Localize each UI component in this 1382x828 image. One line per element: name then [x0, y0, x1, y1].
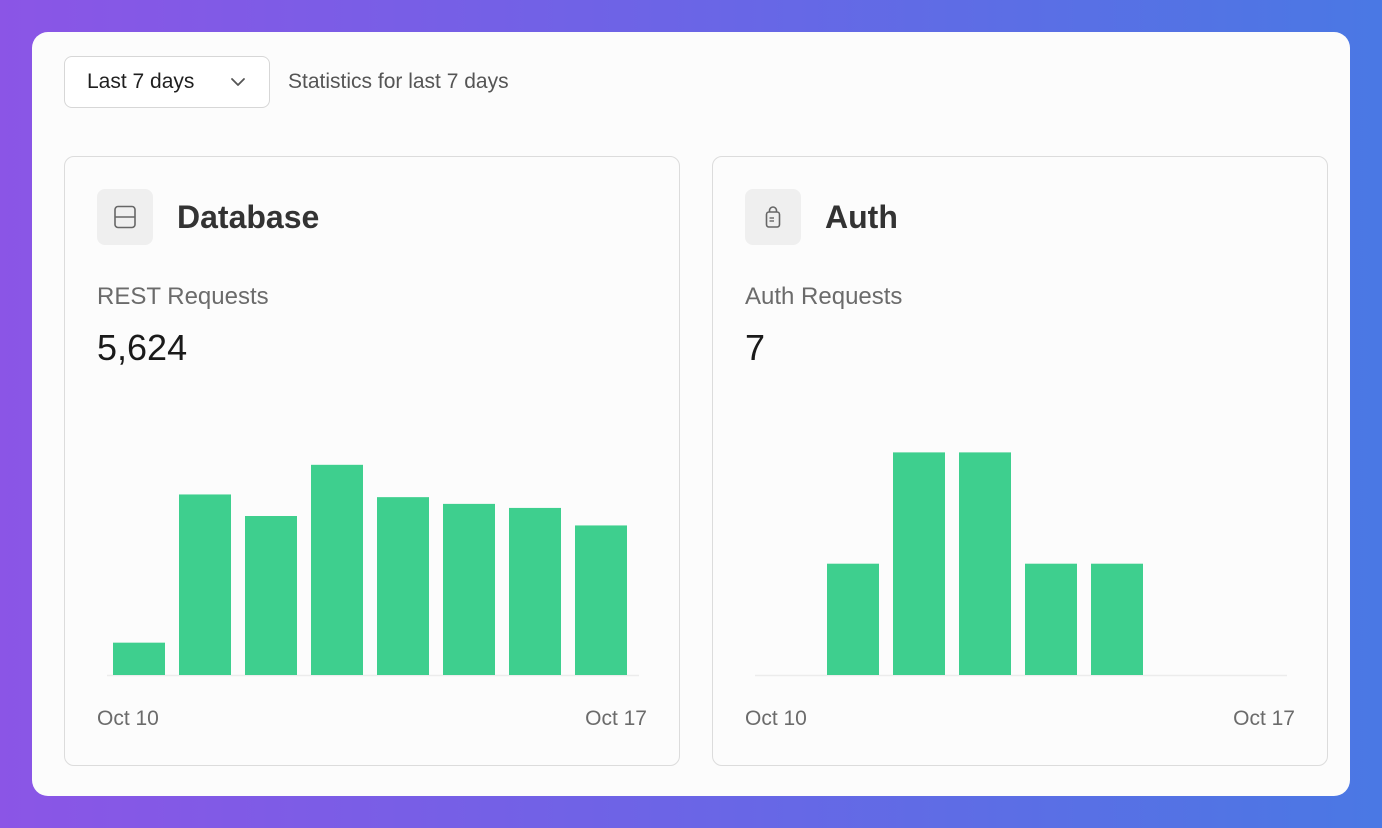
database-bar-chart: [107, 464, 639, 677]
toolbar: Last 7 days Statistics for last 7 days: [64, 56, 509, 108]
card-header: Auth: [745, 189, 898, 245]
x-axis-end-label: Oct 17: [585, 707, 647, 730]
chart-bar[interactable]: [1091, 563, 1143, 675]
metric-value: 5,624: [97, 327, 188, 368]
chart-bar[interactable]: [575, 525, 627, 675]
period-select-label: Last 7 days: [87, 70, 195, 93]
metric-label: REST Requests: [97, 283, 269, 310]
card-title: Auth: [825, 198, 898, 235]
chart-bar[interactable]: [827, 563, 879, 675]
chevron-down-icon: [231, 78, 245, 86]
x-axis-start-label: Oct 10: [745, 707, 807, 730]
period-select[interactable]: Last 7 days: [64, 56, 270, 108]
x-axis-start-label: Oct 10: [97, 707, 159, 730]
auth-lock-icon: [745, 189, 801, 245]
auth-bar-chart: [755, 452, 1287, 677]
period-caption: Statistics for last 7 days: [288, 70, 509, 93]
chart-bar[interactable]: [113, 642, 165, 675]
metric-value: 7: [745, 327, 766, 368]
chart-bar[interactable]: [245, 516, 297, 675]
auth-card[interactable]: Auth Auth Requests 7 Oct 10 Oct 17: [712, 156, 1328, 766]
chart-bar[interactable]: [1025, 563, 1077, 675]
card-header: Database: [97, 189, 319, 245]
stats-panel: Last 7 days Statistics for last 7 days D…: [32, 32, 1350, 796]
chart-bar[interactable]: [893, 452, 945, 675]
card-title: Database: [177, 198, 320, 235]
database-card[interactable]: Database REST Requests 5,624 Oct 10 Oct …: [64, 156, 680, 766]
x-axis-end-label: Oct 17: [1233, 707, 1295, 730]
chart-bar[interactable]: [509, 507, 561, 675]
database-icon: [97, 189, 153, 245]
chart-bar[interactable]: [377, 497, 429, 675]
metric-label: Auth Requests: [745, 283, 903, 310]
chart-bar[interactable]: [959, 452, 1011, 675]
chart-bar[interactable]: [311, 464, 363, 675]
chart-bar[interactable]: [179, 494, 231, 675]
chart-bar[interactable]: [443, 503, 495, 675]
